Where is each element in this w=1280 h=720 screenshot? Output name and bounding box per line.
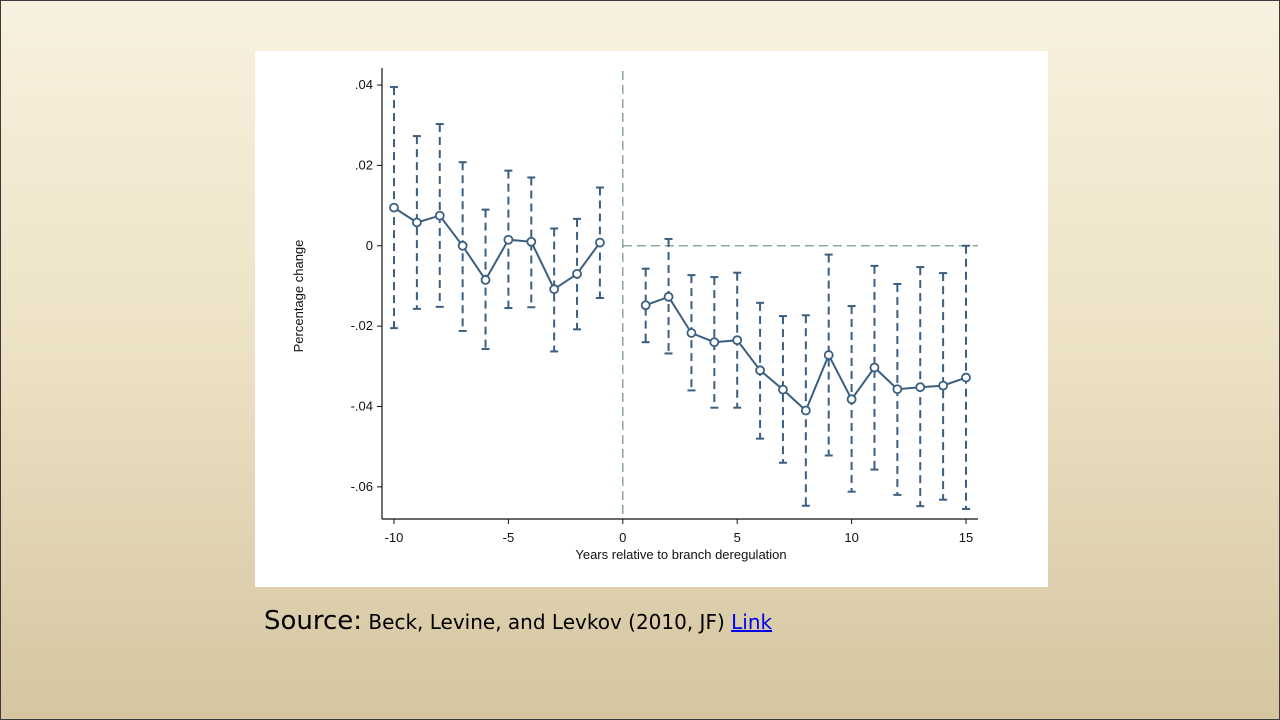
data-point [823,350,834,360]
x-tick-label: 0 [619,530,626,545]
data-point [846,394,857,405]
x-tick-label: 15 [959,530,973,545]
data-point [389,202,399,213]
x-tick-label: 10 [844,530,858,545]
data-point [892,384,903,395]
data-point [755,365,765,376]
series-line-pre [393,206,601,291]
data-point [961,372,971,383]
source-caption: Source: Beck, Levine, and Levkov (2010, … [264,606,772,636]
data-point [800,405,811,416]
data-point [709,337,720,348]
data-point [549,284,560,295]
data-point [411,217,422,228]
data-point [732,335,743,346]
y-tick-label: -.06 [351,479,373,494]
y-tick-label: -.02 [351,318,373,333]
data-point [503,234,514,245]
source-link[interactable]: Link [731,610,773,634]
data-point [480,275,491,285]
data-point [869,362,880,373]
data-point [915,382,926,393]
y-tick-label: .02 [355,157,373,172]
event-study-chart: Years relative to branch deregulation Pe… [291,68,978,562]
data-point [526,236,537,247]
y-tick-label: .04 [355,77,373,92]
data-point [457,240,468,251]
data-point [595,237,605,248]
data-point [434,210,445,221]
x-tick-label: -10 [385,530,404,545]
data-point [938,380,949,391]
x-tick-label: -5 [503,530,515,545]
source-citation: Beck, Levine, and Levkov (2010, JF) [362,610,732,634]
y-tick-label: -.04 [351,398,373,413]
data-point [572,269,582,279]
y-axis-title: Percentage change [291,240,306,353]
data-point [640,300,651,311]
data-point [663,291,674,302]
x-tick-label: 5 [734,530,741,545]
source-label: Source: [264,606,363,636]
data-point [686,328,697,338]
chart-panel: Years relative to branch deregulation Pe… [255,51,1048,587]
y-tick-label: 0 [366,238,373,253]
data-point [778,384,788,395]
x-axis-title: Years relative to branch deregulation [575,547,786,562]
